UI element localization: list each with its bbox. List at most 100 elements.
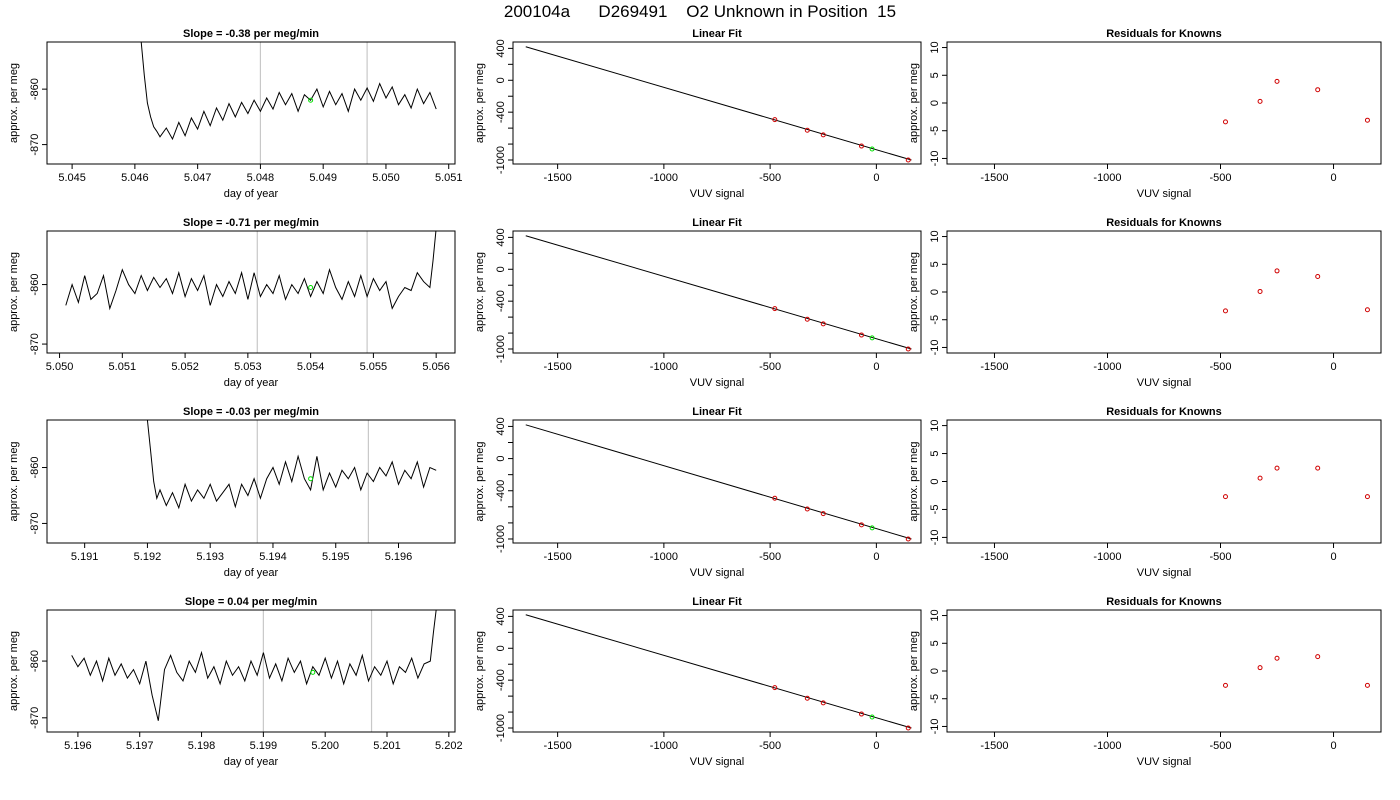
- x-tick-label: -1000: [650, 361, 678, 373]
- x-tick-label: 5.192: [134, 551, 162, 563]
- plot-area: [146, 420, 437, 543]
- residual-point: [1257, 288, 1263, 294]
- x-tick-label: -1500: [544, 740, 572, 752]
- y-tick-label: -1000: [495, 335, 507, 363]
- plot-area: [1222, 78, 1370, 125]
- x-tick-label: 5.051: [435, 172, 463, 184]
- x-tick-label: 0: [1330, 361, 1336, 373]
- x-tick-label: 0: [873, 551, 879, 563]
- residual-point: [1222, 119, 1228, 125]
- y-tick-label: 0: [495, 645, 507, 651]
- y-axis-label: approx. per meg: [474, 63, 486, 143]
- y-tick-label: 5: [929, 261, 941, 267]
- y-tick-label: 0: [929, 668, 941, 674]
- residual-point: [1274, 655, 1280, 661]
- x-tick-label: -1000: [650, 551, 678, 563]
- plot-area: [525, 424, 912, 542]
- residual-point: [1364, 307, 1370, 313]
- y-tick-label: -870: [29, 512, 41, 534]
- x-tick-label: 5.050: [46, 361, 74, 373]
- x-axis-label: VUV signal: [690, 377, 744, 389]
- x-tick-label: -1000: [1093, 551, 1121, 563]
- x-axis-label: day of year: [224, 188, 279, 200]
- x-tick-label: 0: [873, 361, 879, 373]
- x-axis-label: VUV signal: [1137, 188, 1191, 200]
- y-tick-label: 10: [929, 419, 941, 431]
- plot-frame: [946, 41, 1382, 165]
- trace-line: [140, 42, 437, 141]
- panel-title: Slope = 0.04 per meg/min: [185, 596, 318, 608]
- x-tick-label: 5.195: [322, 551, 350, 563]
- y-tick-label: 400: [495, 39, 507, 57]
- x-axis-label: VUV signal: [1137, 567, 1191, 579]
- x-tick-label: -1500: [544, 551, 572, 563]
- sample-point: [308, 97, 314, 103]
- residual-point: [1257, 665, 1263, 671]
- plot-frame: [46, 230, 456, 354]
- sample-point: [869, 714, 875, 720]
- x-axis-label: VUV signal: [1137, 756, 1191, 768]
- y-axis-label: approx. per meg: [8, 441, 20, 521]
- y-tick-label: -870: [29, 134, 41, 156]
- x-tick-label: 5.050: [372, 172, 400, 184]
- x-axis-label: day of year: [224, 567, 279, 579]
- known-point: [772, 495, 778, 501]
- residual-point: [1315, 654, 1321, 660]
- x-tick-label: -1000: [650, 740, 678, 752]
- page-title: 200104a D269491 O2 Unknown in Position 1…: [503, 2, 897, 21]
- x-axis-label: VUV signal: [690, 567, 744, 579]
- panel-title: Linear Fit: [692, 596, 742, 608]
- sample-point: [869, 146, 875, 152]
- y-tick-label: -860: [29, 650, 41, 672]
- residual-point: [1364, 494, 1370, 500]
- fit-line: [525, 235, 912, 350]
- y-axis-label: approx. per meg: [474, 441, 486, 521]
- x-tick-label: -1500: [544, 361, 572, 373]
- x-tick-label: -500: [759, 361, 781, 373]
- x-tick-label: -500: [759, 551, 781, 563]
- x-tick-label: -1500: [980, 551, 1008, 563]
- y-tick-label: 0: [495, 266, 507, 272]
- x-tick-label: 0: [1330, 740, 1336, 752]
- x-tick-label: 5.046: [121, 172, 149, 184]
- x-tick-label: -1500: [544, 172, 572, 184]
- row1-trace-panel: Slope = -0.38 per meg/min 5.045 5.046 5.047…: [8, 28, 462, 200]
- known-point: [905, 157, 911, 163]
- plot-area: [525, 235, 912, 352]
- residual-point: [1222, 494, 1228, 500]
- x-tick-label: 5.194: [259, 551, 287, 563]
- residual-point: [1364, 117, 1370, 123]
- x-tick-label: 5.196: [385, 551, 413, 563]
- y-tick-label: 10: [929, 230, 941, 242]
- panel-title: Slope = -0.71 per meg/min: [183, 217, 319, 229]
- y-tick-label: -860: [29, 78, 41, 100]
- y-axis-label: approx. per meg: [8, 252, 20, 332]
- y-tick-label: -1000: [495, 714, 507, 742]
- known-point: [905, 725, 911, 731]
- x-axis-label: VUV signal: [1137, 377, 1191, 389]
- x-tick-label: 5.053: [234, 361, 262, 373]
- residual-point: [1257, 475, 1263, 481]
- y-axis-label: approx. per meg: [8, 631, 20, 711]
- known-point: [905, 536, 911, 542]
- plot-frame: [512, 41, 922, 165]
- residual-point: [1274, 465, 1280, 471]
- fit-line: [525, 614, 912, 729]
- y-tick-label: -400: [495, 290, 507, 312]
- known-point: [804, 316, 810, 322]
- known-point: [859, 332, 864, 338]
- y-tick-label: 10: [929, 41, 941, 53]
- panel-title: Slope = -0.38 per meg/min: [183, 28, 319, 40]
- plot-frame: [46, 419, 456, 544]
- residual-point: [1257, 98, 1263, 104]
- x-tick-label: 5.048: [247, 172, 275, 184]
- row3-fit-panel: Linear Fit -1500 -1000 -500 0 VUV signal 400 0 -…: [474, 406, 922, 579]
- y-tick-label: 0: [929, 478, 941, 484]
- row2-trace-panel: Slope = -0.71 per meg/min 5.050 5.051 5.052…: [8, 217, 456, 389]
- trace-line: [65, 231, 437, 311]
- x-axis-label: VUV signal: [690, 756, 744, 768]
- y-axis-label: approx. per meg: [474, 252, 486, 332]
- y-axis-label: approx. per meg: [8, 63, 20, 143]
- plot-area: [525, 614, 912, 731]
- x-tick-label: -500: [1209, 172, 1231, 184]
